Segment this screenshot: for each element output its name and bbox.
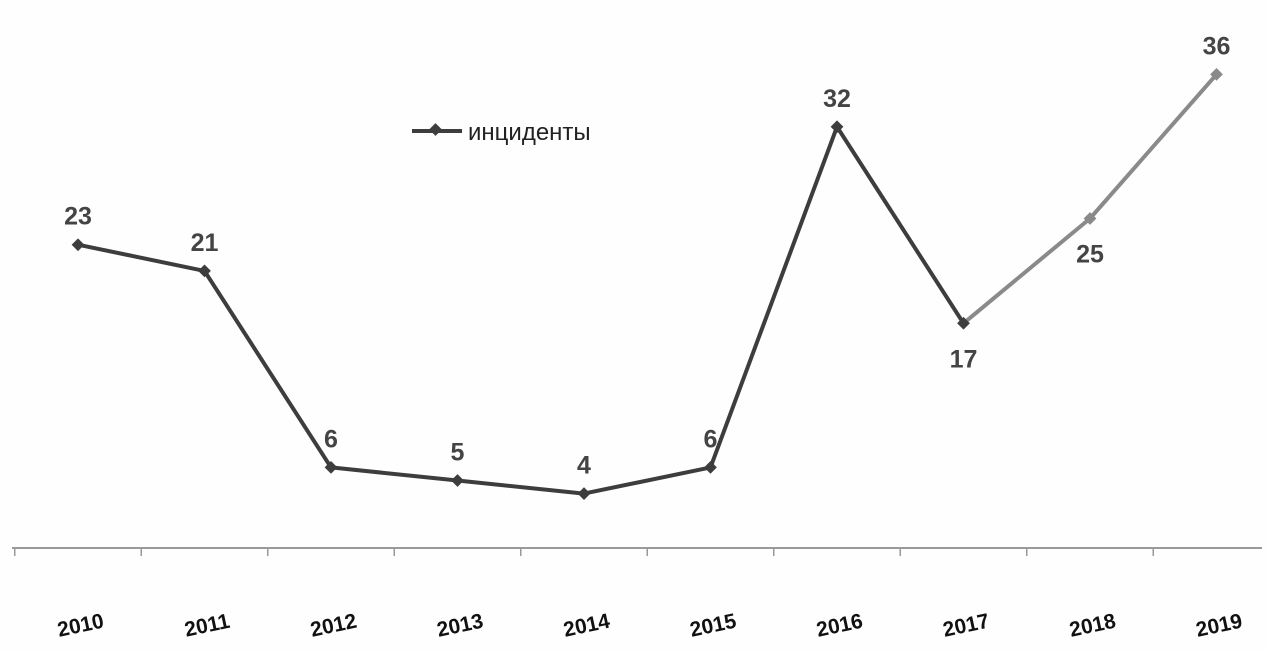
x-axis-tick-label: 2019 (1194, 610, 1244, 642)
data-point-marker (704, 461, 717, 474)
series-line-segment (582, 465, 713, 496)
data-label: 6 (704, 425, 718, 453)
x-axis-tick-label: 2015 (688, 609, 739, 641)
data-label: 25 (1076, 241, 1104, 269)
x-axis-tick-label: 2017 (941, 610, 991, 642)
data-point-marker (198, 264, 211, 278)
data-label: 5 (451, 439, 465, 467)
data-label: 23 (64, 203, 92, 231)
x-axis-tick-label: 2011 (182, 610, 232, 642)
legend-label: инциденты (468, 119, 591, 146)
series-line-segment (329, 465, 460, 483)
x-axis-tick-label: 2012 (308, 610, 358, 642)
x-axis-tick-label: 2014 (561, 609, 612, 641)
x-axis-tick-label: 2018 (1067, 609, 1118, 641)
series-line-segment (455, 478, 586, 496)
x-axis-tick-labels: 2010 2011 2012 2013 2014 2015 2016 2017 2018 2019 (55, 609, 1244, 641)
data-point-marker (324, 461, 338, 474)
x-axis: 2010 2011 2012 2013 2014 2015 2016 2017 2018 2019 (12, 547, 1262, 642)
data-label: 4 (577, 452, 591, 480)
data-labels: 23 21 6 5 4 6 32 17 25 36 (64, 32, 1230, 479)
series-line-segment (708, 124, 839, 470)
data-label: 6 (324, 425, 338, 453)
data-label: 32 (823, 85, 851, 113)
series-line-segment (1088, 72, 1219, 221)
x-axis-tick-label: 2016 (814, 610, 864, 642)
legend-marker-swatch (429, 123, 442, 136)
legend: инциденты (412, 119, 591, 146)
x-axis-ticks (14, 548, 1154, 556)
series-line-segment (76, 242, 207, 273)
series-line-segment (202, 268, 333, 470)
data-point-marker (451, 474, 464, 487)
x-axis-tick-label: 2010 (55, 610, 105, 642)
data-label: 17 (950, 345, 978, 373)
series-incidents (71, 68, 1223, 500)
data-label: 21 (191, 229, 219, 257)
data-label: 36 (1203, 32, 1231, 60)
series-line-segment (835, 124, 966, 326)
x-axis-tick-label: 2013 (435, 610, 485, 642)
data-point-marker (71, 238, 85, 252)
series-line-segment (961, 216, 1092, 326)
data-point-marker (577, 487, 591, 500)
